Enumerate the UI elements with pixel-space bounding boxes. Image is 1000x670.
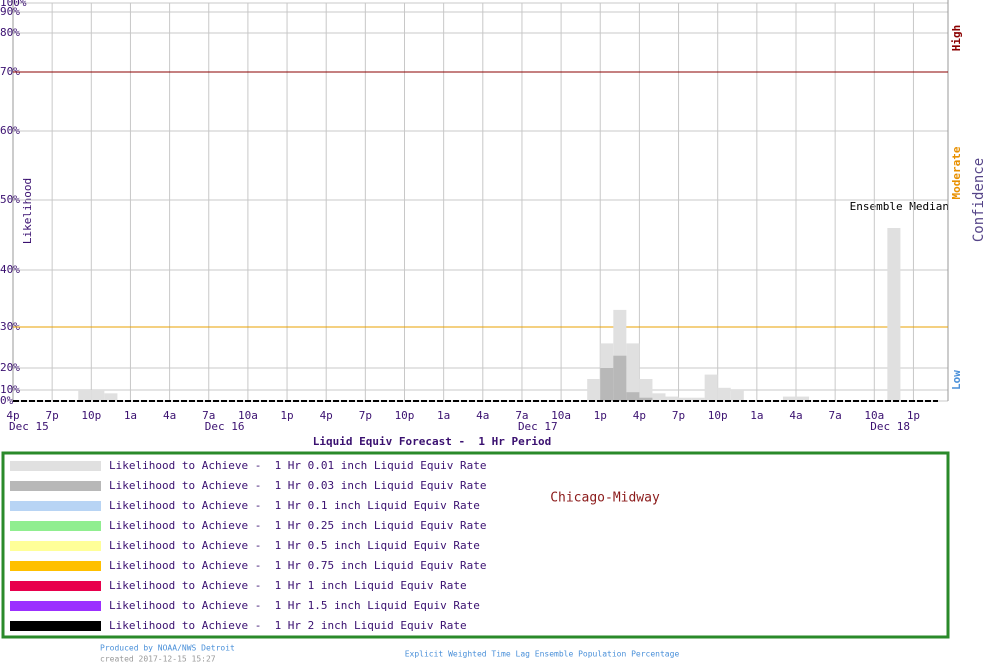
legend-label: Likelihood to Achieve - 1 Hr 2 inch Liqu… bbox=[109, 619, 467, 632]
footer-method: Explicit Weighted Time Lag Ensemble Popu… bbox=[405, 650, 680, 659]
legend-swatch bbox=[10, 561, 101, 571]
footer-producer: Produced by NOAA/NWS Detroit bbox=[100, 644, 235, 653]
y-tick-label: 30% bbox=[0, 320, 20, 333]
bar bbox=[639, 397, 653, 401]
bar bbox=[665, 396, 679, 401]
annotation: Ensemble Median bbox=[850, 200, 949, 213]
bar bbox=[691, 397, 705, 401]
legend-label: Likelihood to Achieve - 1 Hr 0.75 inch L… bbox=[109, 559, 487, 572]
x-date-label: Dec 15 bbox=[9, 420, 49, 433]
legend-label: Likelihood to Achieve - 1 Hr 0.5 inch Li… bbox=[109, 539, 480, 552]
x-tick-label: 7p bbox=[46, 409, 59, 422]
x-tick-label: 7a bbox=[202, 409, 215, 422]
x-tick-label: 4p bbox=[6, 409, 19, 422]
legend-label: Likelihood to Achieve - 1 Hr 0.01 inch L… bbox=[109, 459, 487, 472]
confidence-level: High bbox=[950, 25, 963, 52]
x-tick-label: 1a bbox=[437, 409, 450, 422]
legend-swatch bbox=[10, 581, 101, 591]
bar bbox=[717, 387, 731, 401]
y-tick-label: 50% bbox=[0, 193, 20, 206]
x-tick-label: 1p bbox=[594, 409, 607, 422]
x-date-label: Dec 17 bbox=[518, 420, 558, 433]
x-tick-label: 7p bbox=[359, 409, 372, 422]
confidence-level: Low bbox=[950, 370, 963, 390]
bar bbox=[104, 393, 118, 401]
location: Chicago-Midway bbox=[550, 491, 660, 506]
legend-label: Likelihood to Achieve - 1 Hr 0.1 inch Li… bbox=[109, 499, 480, 512]
bar bbox=[600, 368, 614, 401]
bar bbox=[613, 355, 627, 401]
bar bbox=[639, 379, 653, 401]
y-tick-label: 20% bbox=[0, 361, 20, 374]
y-tick-label: 80% bbox=[0, 26, 20, 39]
bar bbox=[730, 390, 744, 401]
legend-swatch bbox=[10, 461, 101, 471]
y-tick-label: 70% bbox=[0, 65, 20, 78]
x-tick-label: 4a bbox=[476, 409, 489, 422]
x-tick-label: 1a bbox=[124, 409, 137, 422]
x-tick-label: 4a bbox=[163, 409, 176, 422]
bar bbox=[652, 393, 666, 401]
y-tick-label: 90% bbox=[0, 5, 20, 18]
bar bbox=[626, 343, 640, 401]
legend-swatch bbox=[10, 481, 101, 491]
x-tick-label: 4p bbox=[633, 409, 646, 422]
x-tick-label: 1p bbox=[907, 409, 920, 422]
bar bbox=[887, 228, 901, 401]
footer-created: created 2017-12-15 15:27 bbox=[100, 655, 216, 664]
legend-swatch bbox=[10, 601, 101, 611]
x-tick-label: 10p bbox=[395, 409, 415, 422]
legend-label: Likelihood to Achieve - 1 Hr 0.25 inch L… bbox=[109, 519, 487, 532]
legend-swatch bbox=[10, 501, 101, 511]
x-tick-label: 1p bbox=[280, 409, 293, 422]
x-tick-label: 4a bbox=[789, 409, 802, 422]
bar bbox=[587, 379, 601, 401]
chart-title: Liquid Equiv Forecast - 1 Hr Period bbox=[313, 435, 551, 448]
x-tick-label: 1a bbox=[750, 409, 763, 422]
legend-swatch bbox=[10, 521, 101, 531]
bar bbox=[796, 396, 810, 401]
y-tick-label: 10% bbox=[0, 383, 20, 396]
bar bbox=[91, 390, 105, 401]
x-date-label: Dec 18 bbox=[870, 420, 910, 433]
legend-box bbox=[1, 451, 950, 639]
x-tick-label: 7a bbox=[515, 409, 528, 422]
legend-swatch bbox=[10, 621, 101, 631]
x-date-label: Dec 16 bbox=[205, 420, 245, 433]
confidence-title: Confidence bbox=[971, 158, 987, 242]
bar bbox=[782, 396, 796, 401]
y-axis-label: Likelihood bbox=[21, 178, 34, 244]
legend-label: Likelihood to Achieve - 1 Hr 0.03 inch L… bbox=[109, 479, 487, 492]
y-tick-label: 60% bbox=[0, 124, 20, 137]
legend-label: Likelihood to Achieve - 1 Hr 1.5 inch Li… bbox=[109, 599, 480, 612]
x-tick-label: 7a bbox=[829, 409, 842, 422]
y-tick-label: 0% bbox=[0, 394, 14, 407]
x-tick-label: 10a bbox=[238, 409, 258, 422]
bar bbox=[678, 397, 692, 401]
bar bbox=[704, 374, 718, 401]
x-tick-label: 10a bbox=[551, 409, 571, 422]
x-tick-label: 4p bbox=[320, 409, 333, 422]
x-tick-label: 10p bbox=[81, 409, 101, 422]
legend-label: Likelihood to Achieve - 1 Hr 1 inch Liqu… bbox=[109, 579, 467, 592]
x-tick-label: 7p bbox=[672, 409, 685, 422]
confidence-level: Moderate bbox=[950, 146, 963, 199]
y-tick-label: 40% bbox=[0, 263, 20, 276]
bar bbox=[626, 392, 640, 401]
bar bbox=[78, 390, 92, 401]
legend-swatch bbox=[10, 541, 101, 551]
x-tick-label: 10p bbox=[708, 409, 728, 422]
x-tick-label: 10a bbox=[864, 409, 884, 422]
